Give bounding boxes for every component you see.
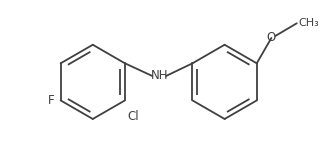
Text: O: O: [267, 31, 276, 44]
Text: CH₃: CH₃: [299, 18, 319, 28]
Text: Cl: Cl: [128, 110, 139, 123]
Text: NH: NH: [150, 69, 168, 81]
Text: F: F: [48, 94, 55, 107]
